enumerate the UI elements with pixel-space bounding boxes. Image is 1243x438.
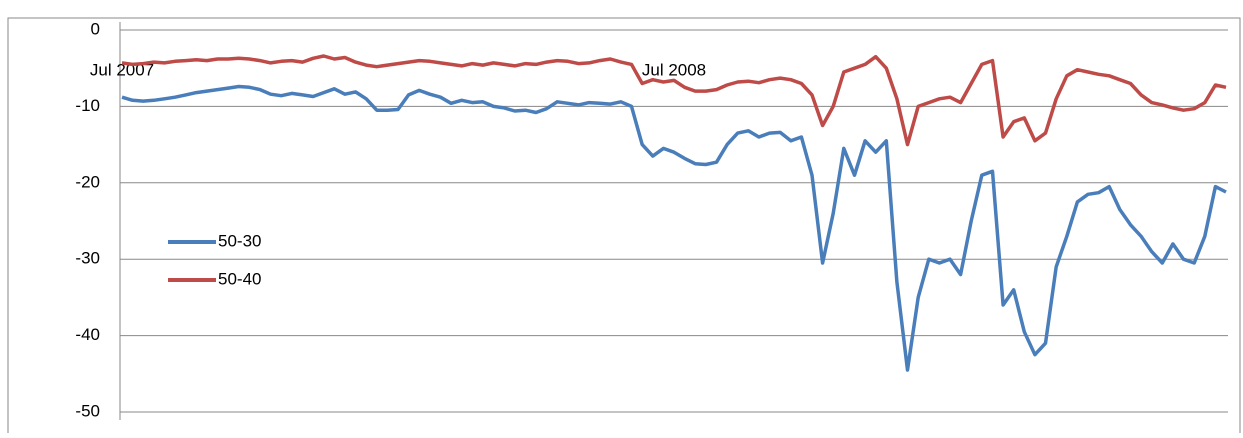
legend-label: 50-30 (218, 231, 261, 250)
line-series (121, 54, 1227, 147)
y-tick-label: -50 (75, 401, 100, 420)
y-tick-label: -30 (75, 249, 100, 268)
legend-label: 50-40 (218, 269, 261, 288)
y-tick-label: -20 (75, 172, 100, 191)
line-series (121, 84, 1227, 372)
y-tick-label: -10 (75, 96, 100, 115)
chart-frame (7, 17, 1241, 438)
y-tick-label: 0 (91, 19, 100, 38)
y-tick-label: -40 (75, 325, 100, 344)
x-tick-label: Jul 2008 (642, 60, 706, 79)
